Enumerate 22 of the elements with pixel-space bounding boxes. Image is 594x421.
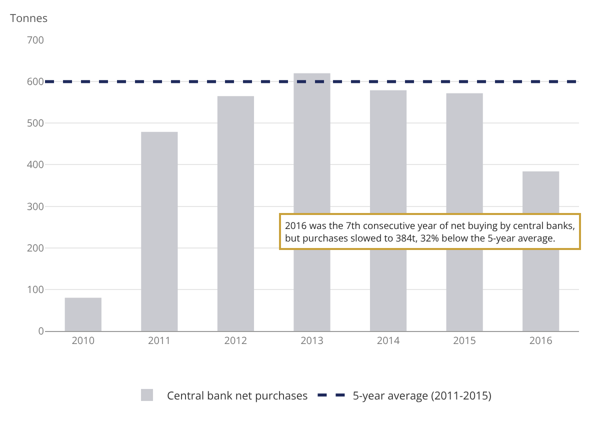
bar [64,298,102,331]
bar [217,96,254,331]
x-tick-label: 2015 [453,333,476,347]
x-tick-label: 2011 [148,333,171,347]
y-tick-label: 200 [26,240,44,254]
y-tick-label: 100 [26,282,44,296]
y-tick-label: 300 [26,198,44,213]
y-tick-label: 0 [38,324,44,338]
x-tick-label: 2014 [376,333,400,347]
y-tick-label: 500 [26,116,44,130]
legend-label: Central bank net purchases [167,388,308,404]
y-axis-title: Tonnes [10,11,48,26]
annotation: 2016 was the 7th consecutive year of net buying by central banks, but purchases slowed to 384t, 32% below the 5-year average. [285,219,576,244]
y-tick-label: 600 [26,74,44,88]
y-tick-label: 400 [26,157,44,172]
x-tick-label: 2012 [224,333,248,347]
x-tick-label: 2013 [300,333,324,347]
y-tick-label: 700 [26,32,44,46]
bar [141,132,178,331]
x-tick-label: 2010 [72,333,95,347]
legend-label: 5-year average (2011-2015) [352,388,492,404]
x-tick-label: 2016 [529,333,553,347]
